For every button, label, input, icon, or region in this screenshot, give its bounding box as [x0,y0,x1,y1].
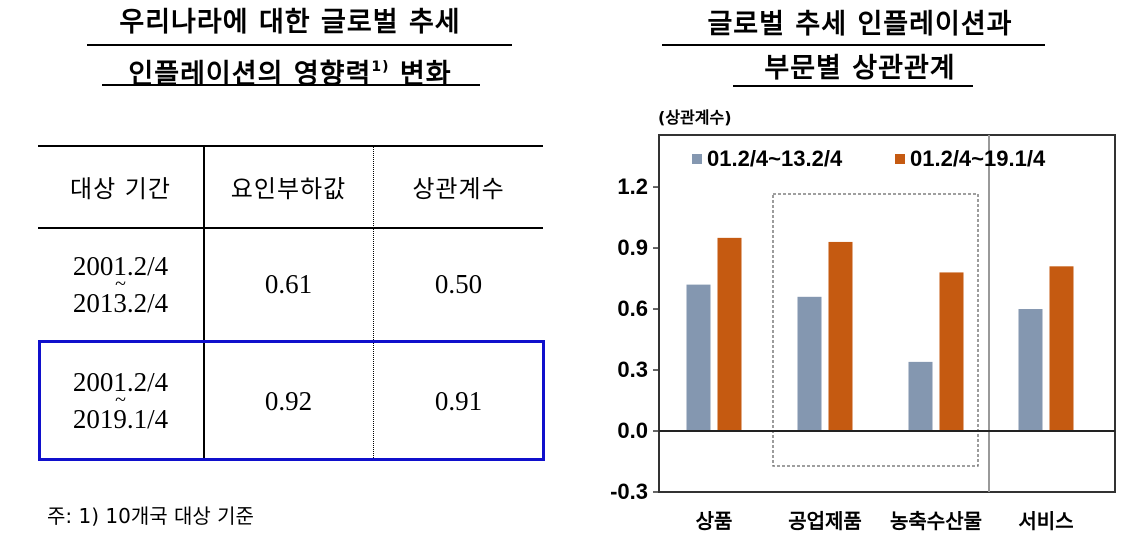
highlight-box [38,340,545,461]
x-category-label: 농축수산물 [890,509,982,533]
y-tick-label: 0.6 [617,296,648,322]
x-category-label: 공업제품 [788,509,862,533]
correlation-cell: 0.50 [434,269,483,299]
bar [717,237,742,431]
bars [686,237,1074,431]
table-header-loading: 요인부하값 [230,175,347,203]
table-column-divider-dotted [373,145,374,460]
highlight-dotted-box [772,193,979,467]
period-end: 2019.1/4 [72,404,169,434]
legend-swatch-blue [692,154,702,164]
plot-frame [658,134,1116,493]
title-underline [733,85,973,87]
table-header-period: 대상 기간 [70,175,171,203]
bar [939,272,964,431]
bar [908,361,933,431]
table-row: 2001.2/4 ~ 2013.2/4 [38,228,203,341]
y-tick-label: 0.9 [617,235,648,261]
legend-swatch-orange [895,154,905,164]
x-category-label: 상품 [695,509,733,533]
period-cell: 2001.2/4 ~ 2019.1/4 [72,367,169,434]
y-ticks [653,186,659,493]
loading-cell: 0.61 [264,269,313,299]
correlation-cell: 0.91 [434,385,483,416]
period-start: 2001.2/4 [72,250,169,281]
y-tick-label: 1.2 [617,174,648,200]
legend-item-series-2: 01.2/4~19.1/4 [895,146,1045,172]
y-tick-label: 0.3 [617,357,648,382]
legend-label: 01.2/4~13.2/4 [707,146,843,171]
bar [828,241,853,431]
y-tick-label: -0.3 [610,478,648,504]
bar [1018,309,1043,431]
period-cell: 2001.2/4 ~ 2013.2/4 [72,250,169,318]
title-underline [102,84,480,86]
table-row-highlighted: 2001.2/4 ~ 2019.1/4 [38,342,203,460]
legend-item-series-1: 01.2/4~13.2/4 [692,146,842,172]
loading-cell: 0.92 [264,385,313,416]
footnote-marker: 1) [371,59,390,75]
table-title-line1: 우리나라에 대한 글로벌 추세 [119,7,461,38]
title-underline [87,44,512,46]
chart-title-line2: 부문별 상관관계 [764,53,956,84]
table-header-correlation: 상관계수 [412,175,505,203]
bar [797,296,822,431]
chart-title-line1: 글로벌 추세 인플레이션과 [707,9,1013,40]
period-end: 2013.2/4 [72,287,169,318]
bar [686,284,711,431]
table-header-border [38,227,543,229]
bar [1049,266,1074,431]
y-tick-label: 0.0 [617,418,648,443]
period-separator: ~ [115,272,126,295]
period-start: 2001.2/4 [72,367,169,397]
legend-label: 01.2/4~19.1/4 [910,146,1046,171]
y-axis-label: (상관계수) [658,108,732,127]
footnote: 주: 1) 10개국 대상 기준 [47,504,254,528]
period-separator: ~ [115,389,126,411]
x-category-label: 서비스 [1018,509,1074,533]
table-top-border [38,145,543,147]
table-column-divider [203,145,205,460]
title-underline [662,44,1045,46]
